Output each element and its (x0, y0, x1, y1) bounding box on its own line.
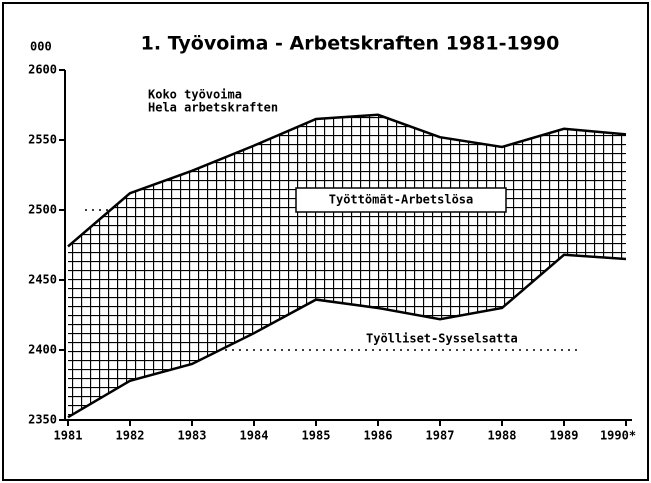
y-tick-label: 2350 (28, 413, 57, 427)
y-tick-label: 2500 (28, 203, 57, 217)
annotation-box (295, 187, 507, 213)
x-tick-label: 1981 (54, 429, 83, 443)
annotation: Koko työvoima (148, 88, 242, 102)
chart-title: 1. Työvoima - Arbetskraften 1981-1990 (141, 33, 560, 55)
x-tick-label: 1988 (488, 429, 517, 443)
y-unit-label: 000 (30, 40, 52, 54)
x-tick-label: 1986 (364, 429, 393, 443)
x-tick-label: 1987 (426, 429, 455, 443)
x-tick-label: 1985 (302, 429, 331, 443)
annotation: Työlliset-Sysselsatta (366, 332, 518, 346)
x-tick-label: 1982 (116, 429, 145, 443)
x-tick-label: 1983 (178, 429, 207, 443)
band-fill (68, 114, 626, 418)
x-tick-label: 1984 (240, 429, 269, 443)
series-line (67, 253, 627, 419)
x-tick-label: 1990* (600, 429, 636, 443)
y-tick-label: 2550 (28, 133, 57, 147)
x-tick-label: 1989 (550, 429, 579, 443)
annotation: Työttömät-Arbetslösa (329, 193, 474, 207)
series-line (67, 113, 627, 248)
y-tick-label: 2450 (28, 273, 57, 287)
y-tick-label: 2400 (28, 343, 57, 357)
annotation: Hela arbetskraften (148, 101, 278, 115)
y-tick-label: 2600 (28, 63, 57, 77)
